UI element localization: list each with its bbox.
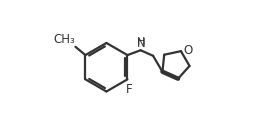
Text: CH₃: CH₃ — [53, 33, 75, 46]
Text: O: O — [183, 44, 193, 57]
Text: F: F — [126, 83, 132, 96]
Text: H: H — [137, 38, 145, 47]
Text: N: N — [136, 37, 145, 50]
